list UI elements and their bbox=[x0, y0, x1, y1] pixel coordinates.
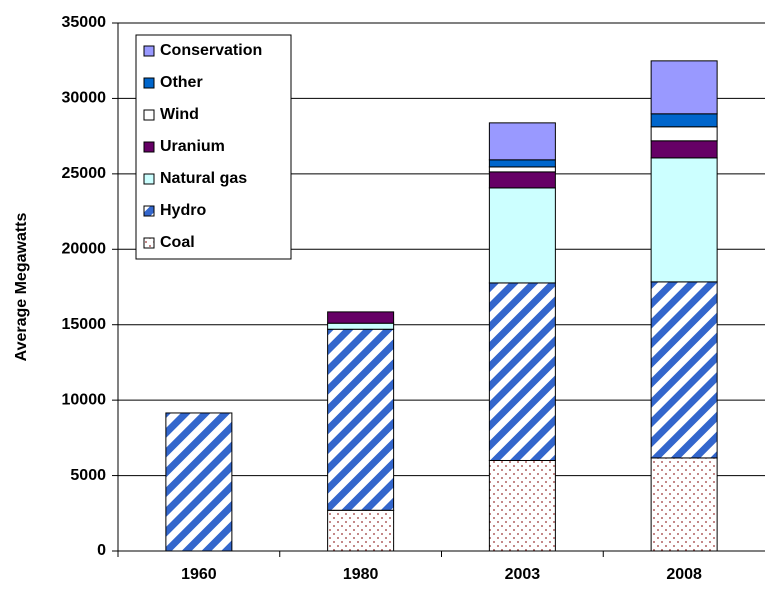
legend-swatch bbox=[143, 77, 155, 89]
y-tick-label: 5000 bbox=[70, 467, 106, 484]
bar-segment bbox=[488, 159, 556, 168]
bar-segment bbox=[488, 282, 556, 461]
y-tick-label: 25000 bbox=[62, 165, 107, 182]
bar-segment bbox=[327, 311, 395, 324]
bar-segment bbox=[650, 126, 718, 142]
legend-box bbox=[135, 34, 292, 260]
x-tick-label: 1960 bbox=[181, 566, 217, 583]
legend-label: Conservation bbox=[160, 42, 262, 59]
y-tick-label: 35000 bbox=[62, 14, 107, 31]
y-axis-label: Average Megawatts bbox=[13, 213, 30, 362]
legend-label: Hydro bbox=[160, 202, 206, 219]
legend-label: Wind bbox=[160, 106, 199, 123]
legend-swatch bbox=[143, 141, 155, 153]
bar-segment bbox=[165, 412, 233, 552]
bar-segment bbox=[650, 157, 718, 283]
y-tick-label: 20000 bbox=[62, 241, 107, 258]
legend-swatch bbox=[143, 173, 155, 185]
x-tick-label: 2008 bbox=[666, 566, 702, 583]
legend-label: Natural gas bbox=[160, 170, 247, 187]
legend-label: Uranium bbox=[160, 138, 225, 155]
bar-segment bbox=[650, 140, 718, 159]
x-tick-label: 1980 bbox=[343, 566, 379, 583]
bar-segment bbox=[650, 60, 718, 115]
y-tick-label: 0 bbox=[97, 542, 106, 559]
bar-segment bbox=[488, 122, 556, 161]
legend-swatch bbox=[143, 45, 155, 57]
y-tick-label: 10000 bbox=[62, 391, 107, 408]
bar-segment bbox=[488, 166, 556, 173]
bar-segment bbox=[488, 187, 556, 284]
legend-label: Coal bbox=[160, 234, 195, 251]
bar-segment bbox=[327, 328, 395, 511]
bar-segment bbox=[650, 113, 718, 128]
bar-segment bbox=[650, 457, 718, 552]
bar-segment bbox=[327, 509, 395, 552]
y-tick-label: 15000 bbox=[62, 316, 107, 333]
legend-label: Other bbox=[160, 74, 203, 91]
bar-segment bbox=[327, 322, 395, 330]
y-tick-label: 30000 bbox=[62, 90, 107, 107]
legend-swatch bbox=[143, 205, 155, 217]
legend-swatch bbox=[143, 109, 155, 121]
bar-segment bbox=[650, 281, 718, 459]
bar-segment bbox=[488, 459, 556, 552]
legend-swatch bbox=[143, 237, 155, 249]
bar-segment bbox=[488, 171, 556, 189]
x-tick-label: 2003 bbox=[505, 566, 541, 583]
